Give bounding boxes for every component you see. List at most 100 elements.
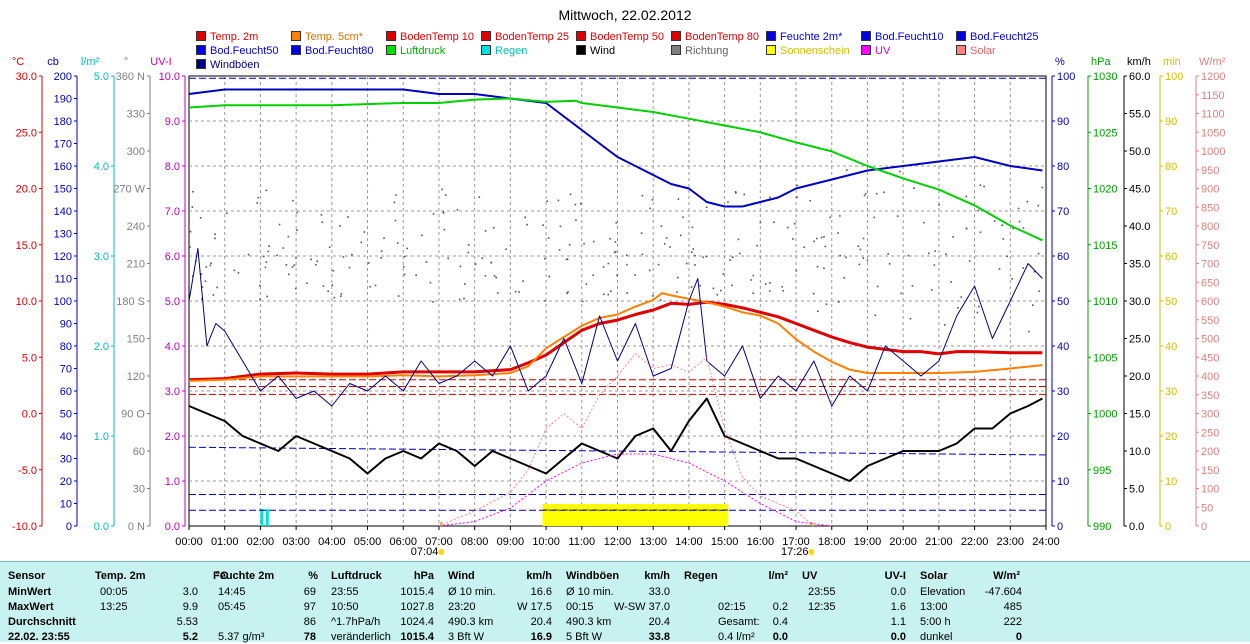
legend-item: Wind xyxy=(576,44,615,58)
left-axis-tick-label: 10.0 xyxy=(159,71,180,83)
richtung-dot xyxy=(960,296,963,298)
left-axis-unit: °C xyxy=(12,56,24,68)
legend-swatch xyxy=(861,31,871,41)
left-axis-tick-label: 90 O xyxy=(121,409,145,421)
left-axis-unit: l/m² xyxy=(81,56,100,68)
right-axis-tick-label: 800 xyxy=(1201,221,1219,233)
left-axis-tick-label: 2.0 xyxy=(165,431,180,443)
richtung-dot xyxy=(934,250,936,252)
stats-cell: 33.8 xyxy=(648,631,670,643)
x-axis-tick-label: 18:00 xyxy=(818,536,846,548)
richtung-dot xyxy=(383,237,385,239)
richtung-dot xyxy=(957,306,959,309)
right-axis-tick-label: 150 xyxy=(1201,465,1219,477)
legend-swatch xyxy=(386,31,396,41)
legend-label: BodenTemp 10 xyxy=(400,31,474,43)
right-axis-tick-label: 1005 xyxy=(1093,352,1117,364)
left-axis-tick-label: 330 xyxy=(127,109,145,121)
stats-header: Luftdruck xyxy=(331,570,382,582)
richtung-dot xyxy=(795,269,798,272)
right-axis-tick-label: 650 xyxy=(1201,277,1219,289)
stats-cell: Ø 10 min. xyxy=(566,586,614,598)
richtung-dot xyxy=(1037,252,1040,255)
richtung-dot xyxy=(266,295,268,298)
stats-cell: 16.9 xyxy=(530,631,552,643)
stats-header: Feuchte 2m xyxy=(213,570,275,582)
richtung-dot xyxy=(1038,290,1041,293)
stats-cell: 490.3 km xyxy=(566,616,612,628)
right-axis-tick-label: 70 xyxy=(1057,206,1069,218)
stats-cell: 0 xyxy=(1015,631,1022,643)
legend-item: Temp. 2m xyxy=(196,30,258,44)
stats-header: % xyxy=(308,570,318,582)
richtung-dot xyxy=(233,269,236,272)
richtung-dot xyxy=(565,258,568,261)
right-axis-tick-label: 550 xyxy=(1201,315,1219,327)
stats-cell: 00:15 xyxy=(566,601,594,613)
legend-label: BodenTemp 80 xyxy=(685,31,759,43)
legend-label: Feuchte 2m* xyxy=(780,31,843,43)
richtung-dot xyxy=(665,237,668,239)
x-axis-tick-label: 03:00 xyxy=(282,536,310,548)
left-axis-tick-label: 140 xyxy=(54,206,72,218)
richtung-dot xyxy=(829,216,831,219)
richtung-dot xyxy=(694,264,696,266)
stats-cell: 20.4 xyxy=(648,616,670,628)
richtung-dot xyxy=(1017,207,1020,210)
richtung-dot xyxy=(559,225,562,228)
richtung-dot xyxy=(702,256,705,259)
richtung-dot xyxy=(607,262,610,265)
richtung-dot xyxy=(923,221,925,224)
right-axis-tick-label: 10.0 xyxy=(1129,446,1150,458)
richtung-dot xyxy=(321,221,323,224)
left-axis-unit: cb xyxy=(47,56,59,68)
right-axis-tick-label: 20 xyxy=(1057,431,1069,443)
richtung-dot xyxy=(342,256,345,258)
right-axis-tick-label: 50 xyxy=(1057,296,1069,308)
richtung-dot xyxy=(938,203,940,206)
left-axis-tick-label: 30 xyxy=(133,484,145,496)
richtung-dot xyxy=(965,195,968,198)
richtung-dot xyxy=(315,263,317,266)
stats-cell: 1.1 xyxy=(890,616,906,628)
richtung-dot xyxy=(839,254,841,257)
x-axis-tick-label: 00:00 xyxy=(175,536,203,548)
stats-cell: 02:15 xyxy=(718,601,746,613)
richtung-dot xyxy=(497,292,499,294)
stats-cell: Ø 10 min. xyxy=(448,586,496,598)
legend-item: Regen xyxy=(481,44,527,58)
right-axis-tick-label: 30 xyxy=(1165,386,1177,398)
left-axis-unit: UV-I xyxy=(150,56,171,68)
right-axis-tick-label: 750 xyxy=(1201,240,1219,252)
richtung-dot xyxy=(874,314,877,317)
richtung-dot xyxy=(911,285,914,287)
richtung-dot xyxy=(998,268,1001,270)
stats-header: Solar xyxy=(920,570,948,582)
left-axis-tick-label: 240 xyxy=(127,221,145,233)
legend-item: Bod.Feucht10 xyxy=(861,30,944,44)
richtung-dot xyxy=(739,252,741,255)
series-line-temp-2m xyxy=(188,300,1043,382)
left-axis-tick-label: 0 xyxy=(66,521,72,533)
richtung-dot xyxy=(1022,227,1025,229)
right-axis-tick-label: 1000 xyxy=(1201,146,1225,158)
series-line-feuchte-2m xyxy=(188,88,1043,208)
richtung-dot xyxy=(773,221,775,224)
legend-label: Bod.Feucht50 xyxy=(210,45,279,57)
legend-swatch xyxy=(576,31,586,41)
stats-header: l/m² xyxy=(768,570,788,582)
richtung-dot xyxy=(415,274,417,276)
x-axis-tick-label: 07:00 xyxy=(425,536,453,548)
legend-item: Windböen xyxy=(196,58,260,72)
stats-cell: 1015.4 xyxy=(400,586,434,598)
richtung-dot xyxy=(458,298,461,301)
richtung-dot xyxy=(204,280,207,283)
right-axis-tick-label: 45.0 xyxy=(1129,184,1150,196)
richtung-dot xyxy=(676,276,679,279)
richtung-dot xyxy=(380,257,382,259)
chart-title: Mittwoch, 22.02.2012 xyxy=(558,7,691,23)
richtung-dot xyxy=(259,298,261,301)
legend-swatch xyxy=(671,31,681,41)
stats-cell: 0.4 xyxy=(772,616,788,628)
richtung-dot xyxy=(737,238,740,241)
